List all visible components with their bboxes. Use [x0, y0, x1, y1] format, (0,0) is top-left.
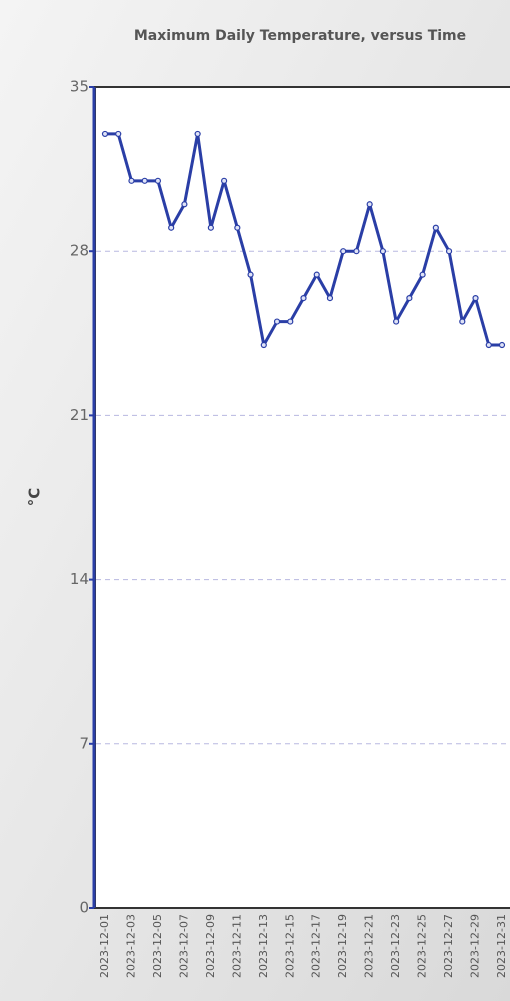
x-tick-label: 2023-12-19 — [336, 914, 349, 978]
data-point — [406, 295, 413, 302]
data-point — [194, 130, 201, 138]
x-tick-label: 2023-12-31 — [495, 914, 508, 978]
x-tick-label: 2023-12-21 — [363, 914, 376, 978]
data-point — [419, 271, 426, 278]
data-point — [472, 295, 479, 302]
data-point — [459, 318, 466, 325]
x-tick-label: 2023-12-03 — [124, 914, 137, 978]
plot-area — [94, 86, 510, 909]
data-point — [168, 224, 175, 231]
y-tick-label: 7 — [79, 734, 89, 752]
data-point — [379, 248, 386, 255]
x-tick-label: 2023-12-13 — [257, 914, 270, 978]
data-point — [101, 130, 109, 138]
data-point — [326, 295, 334, 302]
data-point — [340, 248, 347, 255]
data-point — [141, 177, 148, 184]
x-tick-label: 2023-12-17 — [310, 914, 323, 978]
data-point — [221, 177, 228, 184]
data-point — [273, 318, 281, 325]
data-point — [128, 177, 135, 184]
data-point — [207, 224, 214, 231]
data-point — [260, 341, 267, 349]
data-point — [432, 224, 439, 231]
data-point — [181, 201, 188, 208]
x-tick-label: 2023-12-07 — [177, 914, 190, 978]
x-tick-label: 2023-12-09 — [204, 914, 217, 978]
y-tick-label: 35 — [70, 78, 89, 96]
x-tick-label: 2023-12-27 — [442, 914, 455, 978]
y-tick-label: 14 — [70, 570, 89, 588]
data-point — [287, 318, 294, 325]
x-tick-label: 2023-12-05 — [151, 914, 164, 978]
data-point — [115, 130, 122, 138]
data-point — [445, 248, 453, 255]
x-tick-label: 2023-12-25 — [416, 914, 429, 978]
x-tick-label: 2023-12-23 — [389, 914, 402, 978]
y-axis-label: °C — [26, 488, 44, 507]
data-point — [154, 177, 162, 184]
data-point — [498, 341, 506, 349]
y-tick-label: 21 — [70, 406, 89, 424]
data-point — [366, 201, 373, 208]
y-tick-label: 0 — [79, 899, 89, 917]
x-tick-label: 2023-12-29 — [469, 914, 482, 978]
x-tick-label: 2023-12-11 — [230, 914, 243, 978]
x-tick-label: 2023-12-01 — [98, 914, 111, 978]
chart-title: Maximum Daily Temperature, versus Time — [133, 28, 467, 44]
data-point — [247, 271, 254, 278]
y-tick-label: 28 — [70, 242, 89, 260]
data-point — [234, 224, 241, 231]
data-point — [313, 271, 320, 278]
data-point — [393, 318, 400, 325]
data-point — [353, 248, 360, 255]
x-tick-label: 2023-12-15 — [283, 914, 296, 978]
data-point — [300, 295, 307, 302]
data-point — [485, 341, 492, 349]
